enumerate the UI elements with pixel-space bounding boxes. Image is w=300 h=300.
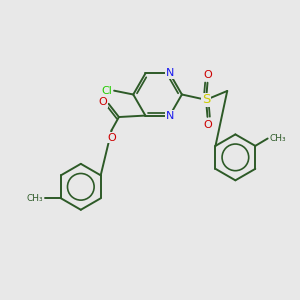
Text: CH₃: CH₃ <box>269 134 286 143</box>
Text: O: O <box>203 70 212 80</box>
Text: N: N <box>166 68 174 78</box>
Text: S: S <box>202 93 210 106</box>
Text: CH₃: CH₃ <box>27 194 43 203</box>
Text: Cl: Cl <box>102 86 112 96</box>
Text: O: O <box>98 97 107 107</box>
Text: N: N <box>166 111 174 121</box>
Text: O: O <box>107 133 116 142</box>
Text: O: O <box>203 120 212 130</box>
